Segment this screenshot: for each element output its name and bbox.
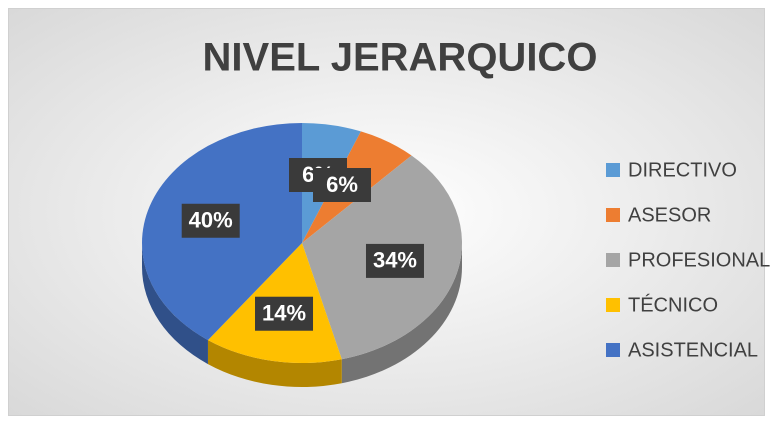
label-box — [365, 243, 424, 278]
legend-label: TÉCNICO — [628, 293, 718, 316]
label-box — [255, 296, 314, 331]
slice-side — [142, 243, 208, 365]
legend-swatch — [606, 253, 620, 267]
legend-swatch — [606, 343, 620, 357]
data-label: 40% — [189, 208, 233, 233]
data-label: 6% — [326, 172, 358, 197]
data-label: 34% — [373, 248, 417, 273]
legend-label: ASISTENCIAL — [628, 339, 758, 361]
legend-label: DIRECTIVO — [628, 159, 737, 181]
slice-side — [341, 243, 462, 384]
slice-side — [207, 340, 342, 387]
legend-label: ASESOR — [628, 204, 711, 226]
label-box — [181, 203, 240, 238]
legend-label: PROFESIONAL — [628, 249, 770, 271]
data-label: 14% — [262, 301, 306, 326]
chart-title: NIVEL JERARQUICO — [203, 36, 598, 80]
legend-swatch — [606, 208, 620, 222]
legend-swatch — [606, 163, 620, 177]
legend-swatch — [606, 298, 620, 312]
label-box — [313, 168, 371, 202]
